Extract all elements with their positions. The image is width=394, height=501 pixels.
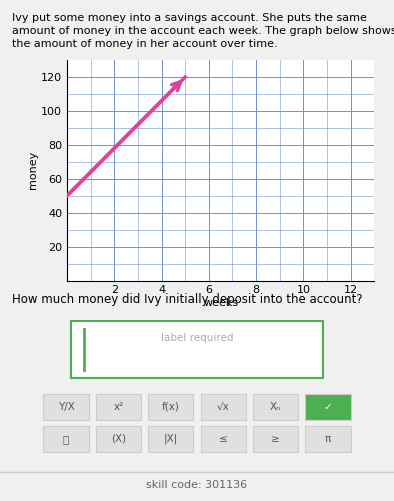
Text: ≥: ≥ — [271, 434, 280, 444]
Text: label required: label required — [161, 333, 233, 343]
Text: (X): (X) — [111, 434, 126, 444]
Text: Ivy put some money into a savings account. She puts the same
amount of money in : Ivy put some money into a savings accoun… — [12, 13, 394, 49]
Text: skill code: 301136: skill code: 301136 — [147, 480, 247, 490]
Text: Y/X: Y/X — [58, 402, 74, 412]
Text: x²: x² — [113, 402, 124, 412]
Text: How much money did Ivy initially deposit into the account?: How much money did Ivy initially deposit… — [12, 293, 362, 306]
X-axis label: weeks: weeks — [203, 298, 238, 308]
Text: |X|: |X| — [164, 434, 178, 444]
Text: π: π — [325, 434, 331, 444]
Text: ≤: ≤ — [219, 434, 228, 444]
Text: Xₙ: Xₙ — [270, 402, 281, 412]
Text: 🗑: 🗑 — [63, 434, 69, 444]
Text: √x: √x — [217, 402, 230, 412]
Text: f(x): f(x) — [162, 402, 180, 412]
Text: ✓: ✓ — [323, 402, 333, 412]
Y-axis label: money: money — [28, 151, 38, 189]
